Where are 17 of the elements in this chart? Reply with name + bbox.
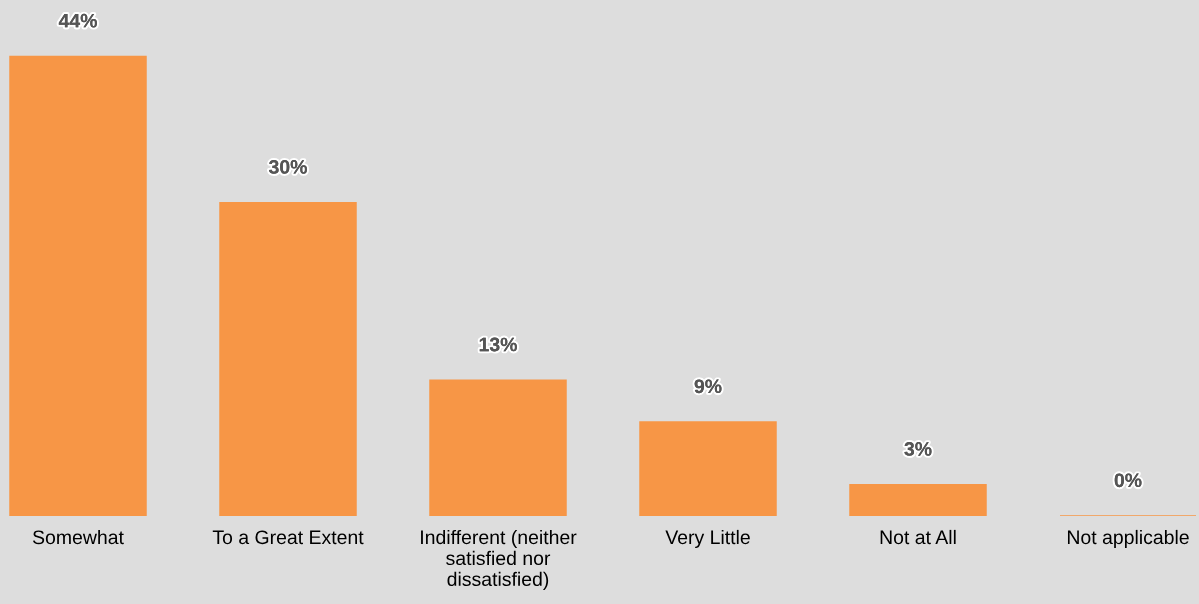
bar	[849, 483, 987, 516]
data-label: 9%	[694, 379, 722, 394]
data-label: 30%	[268, 160, 307, 174]
bar	[219, 201, 357, 516]
data-label: 0%	[1114, 473, 1142, 488]
x-tick-label: Indifferent (neither satisfied nor dissatisfied)	[421, 529, 577, 590]
x-tick-label: To a Great Extent	[212, 530, 364, 545]
bar	[639, 421, 777, 516]
x-tick-label: Very Little	[665, 529, 750, 549]
data-label: 44%	[58, 13, 97, 28]
x-tick-label: Not applicable	[1067, 529, 1189, 549]
x-tick-label: Not at All	[880, 529, 956, 545]
data-label: 3%	[904, 442, 932, 456]
bar	[9, 55, 147, 516]
data-label: 13%	[479, 337, 517, 352]
bar	[429, 379, 567, 516]
x-tick-label: Somewhat	[32, 529, 124, 545]
